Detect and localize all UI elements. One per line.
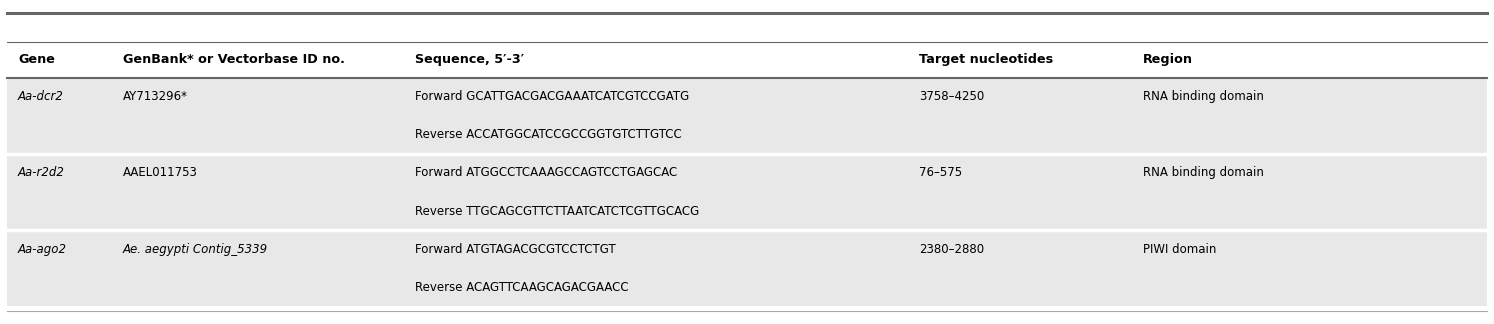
Text: Forward GCATTGACGACGAAATCATCGTCCGATG: Forward GCATTGACGACGAAATCATCGTCCGATG — [415, 90, 690, 103]
Text: AAEL011753: AAEL011753 — [123, 167, 197, 179]
Text: RNA binding domain: RNA binding domain — [1143, 167, 1264, 179]
Text: AY713296*: AY713296* — [123, 90, 188, 103]
Text: Aa-r2d2: Aa-r2d2 — [18, 167, 64, 179]
Text: 3758–4250: 3758–4250 — [919, 90, 985, 103]
Bar — [7, 230, 1487, 306]
Text: PIWI domain: PIWI domain — [1143, 243, 1216, 256]
Text: Region: Region — [1143, 53, 1192, 66]
Text: 2380–2880: 2380–2880 — [919, 243, 985, 256]
Text: Aa-ago2: Aa-ago2 — [18, 243, 67, 256]
Text: RNA binding domain: RNA binding domain — [1143, 90, 1264, 103]
Text: 76–575: 76–575 — [919, 167, 962, 179]
Bar — [7, 78, 1487, 154]
Text: Reverse ACCATGGCATCCGCCGGTGTCTTGTCC: Reverse ACCATGGCATCCGCCGGTGTCTTGTCC — [415, 128, 683, 141]
Text: Forward ATGTAGACGCGTCCTCTGT: Forward ATGTAGACGCGTCCTCTGT — [415, 243, 616, 256]
Text: Target nucleotides: Target nucleotides — [919, 53, 1053, 66]
Text: Sequence, 5′-3′: Sequence, 5′-3′ — [415, 53, 524, 66]
Text: Gene: Gene — [18, 53, 55, 66]
Text: Aa-dcr2: Aa-dcr2 — [18, 90, 64, 103]
Text: Reverse TTGCAGCGTTCTTAATCATCTCGTTGCACG: Reverse TTGCAGCGTTCTTAATCATCTCGTTGCACG — [415, 204, 699, 217]
Text: Ae. aegypti Contig_5339: Ae. aegypti Contig_5339 — [123, 243, 267, 256]
Bar — [7, 154, 1487, 230]
Text: Forward ATGGCCTCAAAGCCAGTCCTGAGCAC: Forward ATGGCCTCAAAGCCAGTCCTGAGCAC — [415, 167, 678, 179]
Text: Reverse ACAGTTCAAGCAGACGAACC: Reverse ACAGTTCAAGCAGACGAACC — [415, 281, 629, 294]
Text: GenBank* or Vectorbase ID no.: GenBank* or Vectorbase ID no. — [123, 53, 345, 66]
